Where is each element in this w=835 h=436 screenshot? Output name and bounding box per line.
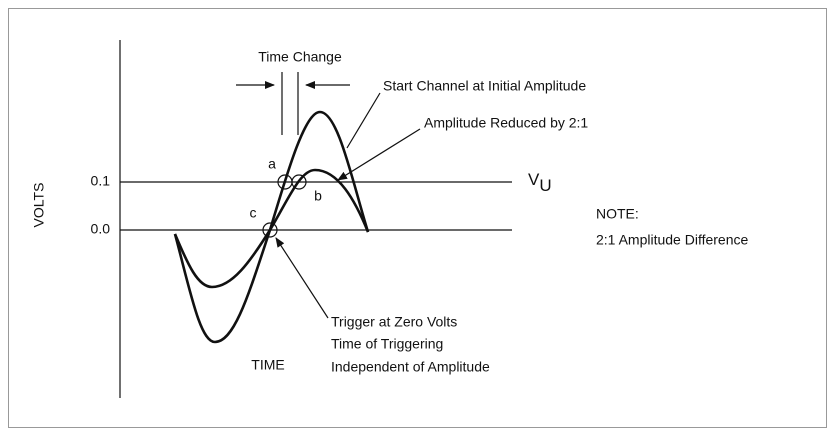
label: Amplitude Reduced by 2:1 [424,115,588,131]
trigger-text: Trigger at Zero Volts [331,314,457,330]
y-axis-label: VOLTS [31,183,47,228]
v: V [528,170,540,189]
trigger-text: Time of Triggering [331,336,443,352]
tick-label: 0.0 [91,221,111,237]
point-label: a [268,156,276,172]
leader-line [346,92,381,149]
tick-label: 0.1 [91,173,111,189]
v-subscript: U [539,176,551,195]
note-text: 2:1 Amplitude Difference [596,232,748,248]
x-axis-label: TIME [251,357,284,373]
v-label: VU [528,170,552,195]
leader-line [275,237,329,319]
point-b-marker [291,174,307,190]
point-label: b [314,188,322,204]
reduced-amplitude-curve [173,168,370,289]
label: Time Change [258,49,342,65]
frame [8,8,827,428]
point-label: c [250,205,257,221]
point-c-marker [262,222,278,238]
label: Start Channel at Initial Amplitude [383,78,586,94]
leader-line [337,128,421,181]
trigger-text: Independent of Amplitude [331,359,490,375]
note-title: NOTE: [596,206,639,222]
